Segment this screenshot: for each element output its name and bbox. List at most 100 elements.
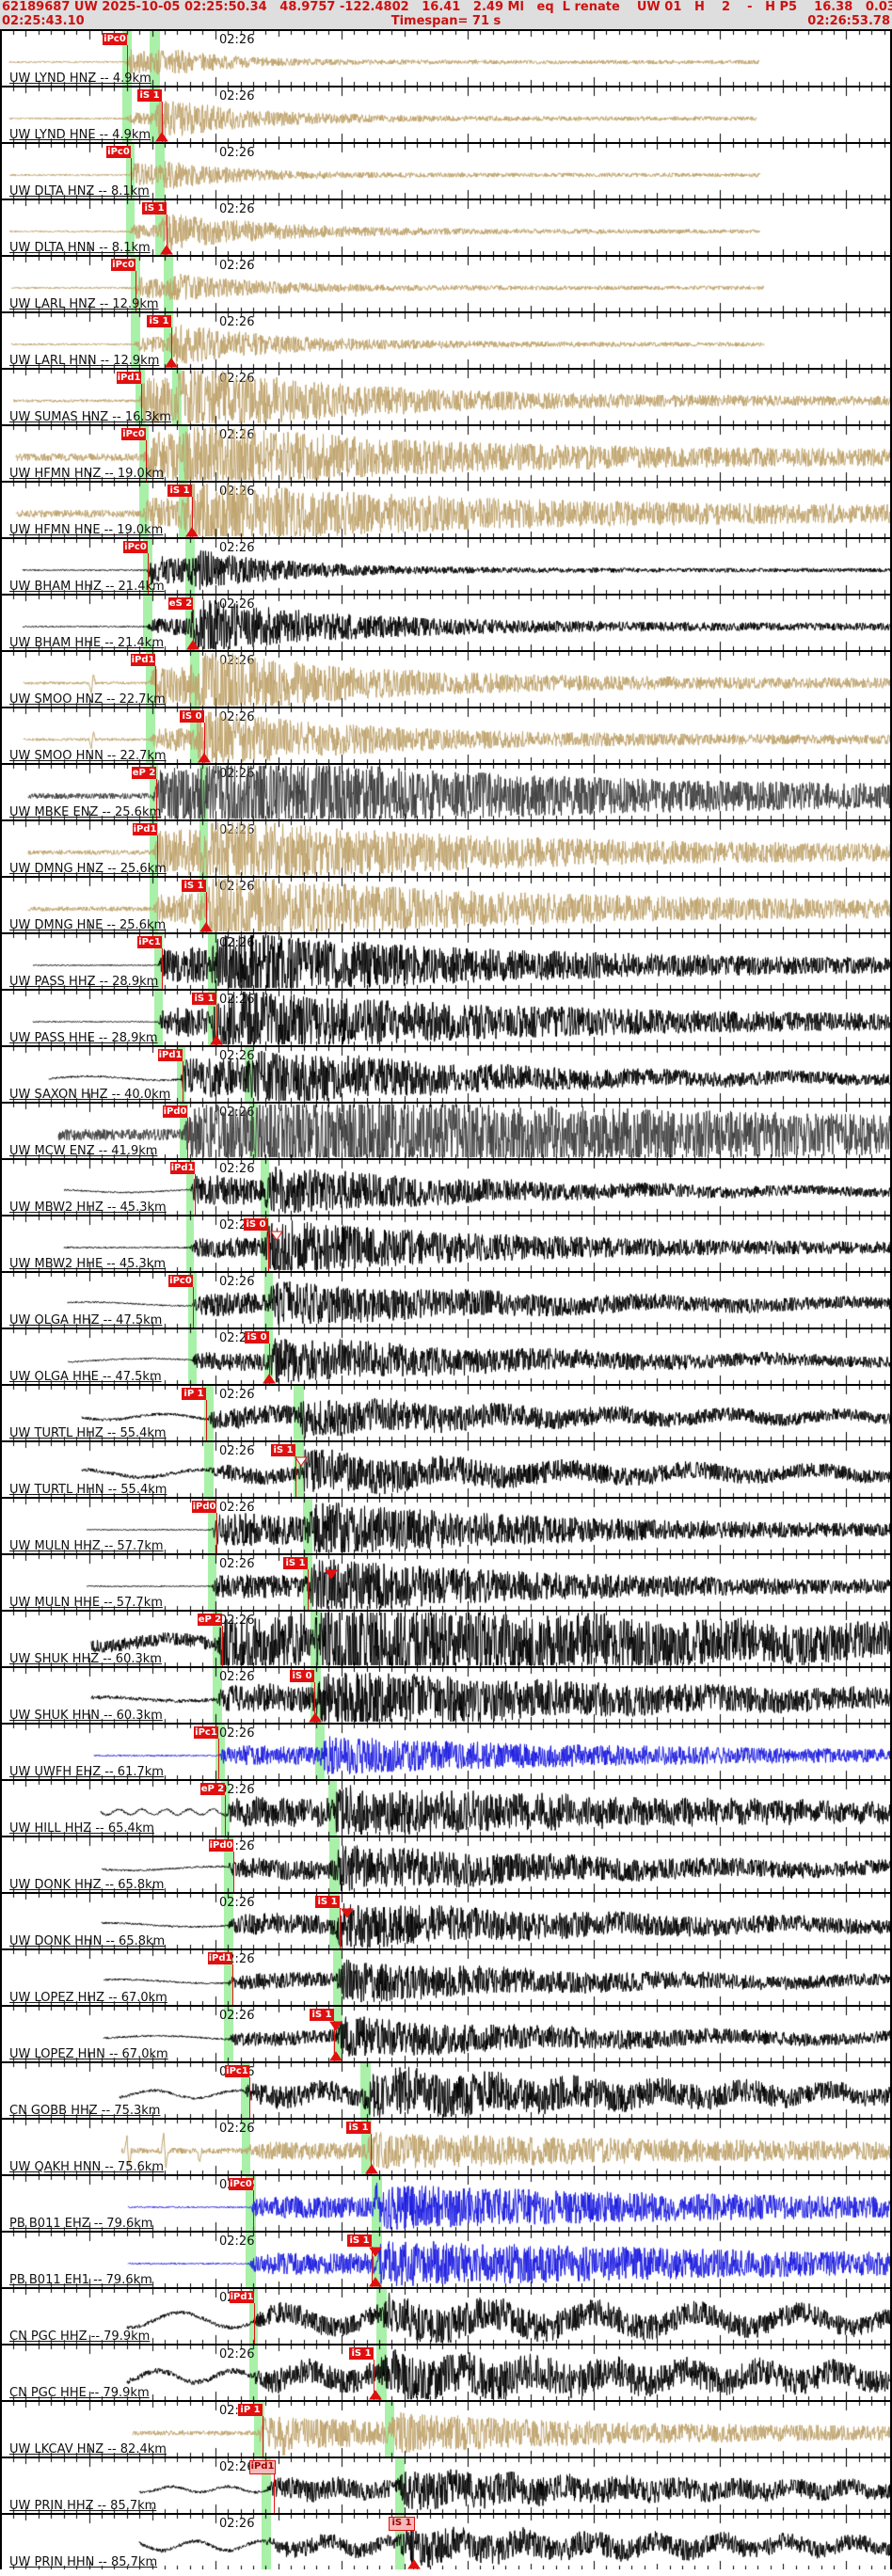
phase-pick-flag[interactable]: iPc0 xyxy=(103,33,127,45)
phase-pick-flag[interactable]: iS 1 xyxy=(310,2009,334,2021)
station-channel-label[interactable]: UW HILL HHZ -- 65.4km xyxy=(9,1821,154,1836)
station-channel-label[interactable]: UW PASS HHZ -- 28.9km xyxy=(9,975,159,989)
s-pick-triangle-top[interactable] xyxy=(295,1456,308,1467)
phase-pick-line[interactable] xyxy=(162,948,163,989)
phase-pick-line[interactable] xyxy=(193,610,194,650)
station-channel-label[interactable]: UW BHAM HHZ -- 21.4km xyxy=(9,580,165,594)
station-channel-label[interactable]: UW QAKH HNN -- 75.6km xyxy=(9,2160,165,2174)
phase-pick-flag[interactable]: iPd1 xyxy=(170,1162,195,1174)
phase-pick-line[interactable] xyxy=(195,1174,196,1215)
s-pick-triangle-top[interactable] xyxy=(270,1231,283,1241)
phase-pick-line[interactable] xyxy=(249,2077,250,2118)
phase-pick-flag[interactable]: iPc0 xyxy=(168,1275,193,1287)
station-channel-label[interactable]: UW SHUK HHN -- 60.3km xyxy=(9,1709,163,1723)
s-pick-triangle[interactable] xyxy=(185,527,199,537)
station-channel-label[interactable]: UW SMOO HNZ -- 22.7km xyxy=(9,692,166,707)
phase-pick-flag[interactable]: iS 0 xyxy=(180,710,204,723)
phase-pick-line[interactable] xyxy=(274,2473,275,2513)
waveform-canvas[interactable] xyxy=(2,31,890,86)
phase-pick-line[interactable] xyxy=(216,1005,217,1045)
phase-pick-flag[interactable]: iP 1 xyxy=(182,1388,206,1400)
s-pick-triangle[interactable] xyxy=(369,2277,382,2287)
phase-pick-flag[interactable]: eP 2 xyxy=(198,1614,222,1626)
phase-pick-line[interactable] xyxy=(192,497,193,537)
waveform-canvas[interactable] xyxy=(2,1104,890,1158)
station-channel-label[interactable]: UW PRIN HHN -- 85.7km xyxy=(9,2555,158,2569)
phase-pick-line[interactable] xyxy=(131,158,132,199)
s-pick-triangle[interactable] xyxy=(309,1712,322,1723)
phase-pick-flag[interactable]: iS 1 xyxy=(347,2234,372,2247)
station-channel-label[interactable]: UW DONK HHZ -- 65.8km xyxy=(9,1878,165,1892)
phase-pick-line[interactable] xyxy=(232,1964,233,2005)
s-pick-triangle[interactable] xyxy=(198,753,211,763)
waveform-canvas[interactable] xyxy=(2,2402,890,2457)
s-pick-triangle-top[interactable] xyxy=(325,1569,338,1580)
phase-pick-line[interactable] xyxy=(253,2190,254,2231)
s-pick-triangle-top[interactable] xyxy=(329,2021,342,2031)
s-pick-triangle[interactable] xyxy=(369,2390,382,2400)
station-channel-label[interactable]: PB B011 EHZ -- 79.6km xyxy=(9,2217,153,2231)
phase-pick-line[interactable] xyxy=(135,271,136,311)
phase-pick-flag[interactable]: iS 1 xyxy=(182,880,206,892)
s-pick-triangle[interactable] xyxy=(407,2559,421,2569)
waveform-canvas[interactable] xyxy=(2,370,890,424)
phase-pick-flag[interactable]: iS 0 xyxy=(290,1670,314,1682)
waveform-canvas[interactable] xyxy=(2,1894,890,1948)
station-channel-label[interactable]: UW DONK HHN -- 65.8km xyxy=(9,1934,166,1948)
waveform-canvas[interactable] xyxy=(2,1216,890,1271)
phase-pick-line[interactable] xyxy=(146,440,147,481)
phase-pick-flag[interactable]: iPd1 xyxy=(158,1049,183,1061)
waveform-canvas[interactable] xyxy=(2,2345,890,2400)
waveform-canvas[interactable] xyxy=(2,1499,890,1553)
station-channel-label[interactable]: UW UWFH EHZ -- 61.7km xyxy=(9,1765,164,1779)
station-channel-label[interactable]: UW PASS HHE -- 28.9km xyxy=(9,1031,158,1045)
station-channel-label[interactable]: UW DLTA HNN -- 8.1km xyxy=(9,241,151,255)
waveform-canvas[interactable] xyxy=(2,2063,890,2118)
phase-pick-flag[interactable]: iP 1 xyxy=(238,2404,263,2416)
phase-pick-line[interactable] xyxy=(206,892,207,932)
station-channel-label[interactable]: UW DMNG HNE -- 25.6km xyxy=(9,918,167,932)
station-channel-label[interactable]: UW PRIN HHZ -- 85.7km xyxy=(9,2499,157,2513)
phase-pick-flag[interactable]: iS 1 xyxy=(349,2347,374,2360)
waveform-canvas[interactable] xyxy=(2,1386,890,1440)
waveform-canvas[interactable] xyxy=(2,1612,890,1666)
phase-pick-line[interactable] xyxy=(269,1344,270,1384)
station-channel-label[interactable]: UW SUMAS HNZ -- 16.3km xyxy=(9,410,171,424)
phase-pick-flag[interactable]: iPc1 xyxy=(194,1726,218,1739)
waveform-canvas[interactable] xyxy=(2,1555,890,1610)
phase-pick-line[interactable] xyxy=(157,835,158,876)
station-channel-label[interactable]: UW MBKE ENZ -- 25.6km xyxy=(9,805,162,819)
phase-pick-flag[interactable]: eS 2 xyxy=(168,597,193,610)
s-pick-triangle[interactable] xyxy=(329,2051,342,2061)
s-pick-triangle[interactable] xyxy=(210,1035,223,1045)
phase-pick-flag[interactable]: iS 1 xyxy=(346,2122,371,2134)
s-pick-triangle[interactable] xyxy=(199,922,213,932)
phase-pick-flag[interactable]: iPd1 xyxy=(249,2460,276,2474)
waveform-canvas[interactable] xyxy=(2,1329,890,1384)
station-channel-label[interactable]: UW LOPEZ HHZ -- 67.0km xyxy=(9,1991,167,2005)
phase-pick-line[interactable] xyxy=(308,1569,309,1610)
station-channel-label[interactable]: PB B011 EH1 -- 79.6km xyxy=(9,2273,152,2287)
phase-pick-flag[interactable]: iS 1 xyxy=(283,1557,308,1569)
phase-pick-line[interactable] xyxy=(340,1908,341,1948)
s-pick-triangle[interactable] xyxy=(160,245,173,255)
phase-pick-flag[interactable]: iPd1 xyxy=(117,372,141,384)
s-pick-triangle[interactable] xyxy=(263,1374,276,1384)
waveform-canvas[interactable] xyxy=(2,1668,890,1723)
phase-pick-line[interactable] xyxy=(171,327,172,368)
station-channel-label[interactable]: UW LKCAV HNZ -- 82.4km xyxy=(9,2442,167,2457)
waveform-canvas[interactable] xyxy=(2,878,890,932)
phase-pick-line[interactable] xyxy=(295,1456,296,1497)
phase-pick-flag[interactable]: iS 1 xyxy=(192,993,216,1005)
station-channel-label[interactable]: UW TURTL HHZ -- 55.4km xyxy=(9,1426,167,1440)
phase-pick-flag[interactable]: iPc0 xyxy=(123,541,148,553)
phase-pick-line[interactable] xyxy=(148,553,149,594)
phase-pick-flag[interactable]: iPc1 xyxy=(137,936,162,948)
station-channel-label[interactable]: UW MULN HHZ -- 57.7km xyxy=(9,1539,164,1553)
phase-pick-flag[interactable]: iPd1 xyxy=(131,654,155,666)
phase-pick-flag[interactable]: iPd0 xyxy=(192,1501,216,1513)
phase-pick-flag[interactable]: iPd0 xyxy=(163,1105,187,1118)
station-channel-label[interactable]: UW HFMN HNE -- 19.0km xyxy=(9,523,164,537)
waveform-canvas[interactable] xyxy=(2,483,890,537)
phase-pick-line[interactable] xyxy=(222,1626,223,1666)
